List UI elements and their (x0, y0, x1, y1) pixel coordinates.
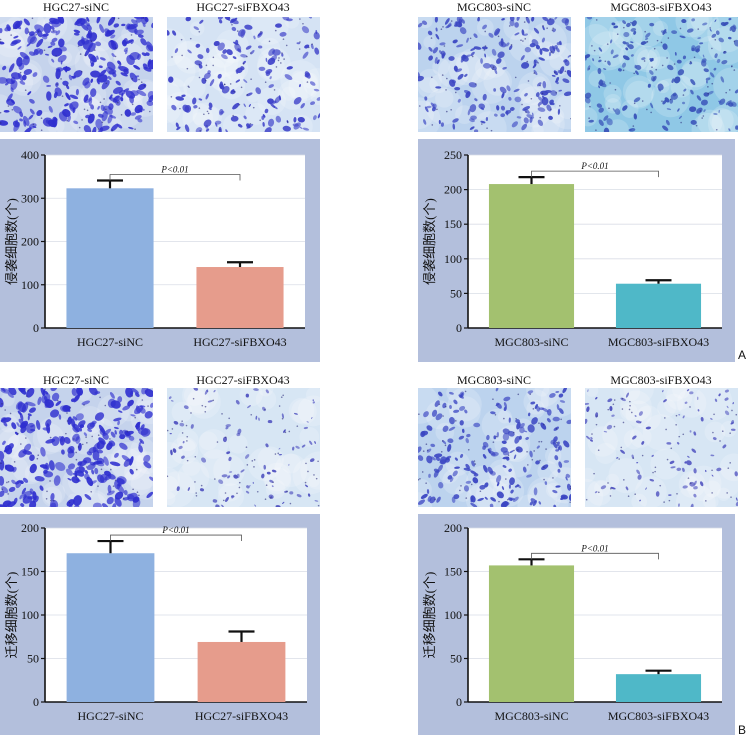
microscopy-image (0, 388, 153, 507)
y-tick-label: 250 (444, 148, 462, 162)
y-tick-label: 100 (444, 252, 462, 266)
y-tick-label: 100 (444, 608, 462, 622)
microscopy-image (585, 388, 738, 507)
y-tick-label: 0 (456, 695, 462, 709)
x-tick-label: HGC27-siNC (77, 709, 143, 723)
x-tick-label: HGC27-siFBXO43 (193, 335, 286, 349)
y-tick-label: 200 (444, 183, 462, 197)
y-axis-label: 侵袭细胞数(个) (422, 198, 437, 285)
bar (615, 674, 702, 702)
y-tick-label: 0 (33, 695, 39, 709)
chart-container: 0 100 200 300 400 侵袭细胞数(个) HGC27-siNC HGC27-siF… (0, 139, 320, 362)
panel-letter-a: A (738, 348, 747, 362)
y-tick-label: 100 (21, 278, 39, 292)
panel-letter-b: B (738, 723, 747, 737)
significance-bracket (531, 552, 659, 560)
bar (488, 184, 575, 328)
x-tick-label: MGC803-siNC (494, 709, 568, 723)
y-tick-label: 50 (450, 652, 462, 666)
microscopy-image (418, 17, 571, 132)
significance-label: P<0.01 (160, 165, 188, 175)
y-axis-label: 迁移细胞数(个) (4, 572, 19, 659)
microscopy-image (0, 17, 153, 132)
bar (66, 188, 154, 328)
y-tick-label: 200 (444, 521, 462, 535)
y-tick-label: 150 (444, 217, 462, 231)
y-axis-label: 侵袭细胞数(个) (4, 198, 19, 285)
y-tick-label: 0 (456, 321, 462, 335)
image-caption: HGC27-siNC (42, 373, 110, 387)
y-tick-label: 200 (21, 235, 39, 249)
bar-chart: 0 100 200 300 400 侵袭细胞数(个) HGC27-siNC HGC27-siF… (4, 148, 305, 349)
significance-bracket (109, 174, 241, 181)
significance-bracket (531, 170, 659, 178)
y-tick-label: 150 (21, 565, 39, 579)
x-tick-label: MGC803-siNC (494, 335, 568, 349)
bar (197, 641, 286, 702)
x-tick-label: MGC803-siFBXO43 (608, 335, 709, 349)
microscopy-image (418, 388, 571, 507)
significance-bracket (110, 534, 242, 542)
bar-chart: 0 50 100 150 200 迁移细胞数(个) MGC803-siNC MGC803-si… (422, 521, 722, 723)
image-caption: MGC803-siNC (456, 0, 532, 14)
y-tick-label: 0 (33, 321, 39, 335)
image-caption: MGC803-siFBXO43 (610, 373, 712, 387)
significance-label: P<0.01 (580, 543, 608, 553)
y-tick-label: 300 (21, 191, 39, 205)
bar (488, 565, 575, 702)
y-tick-label: 50 (450, 286, 462, 300)
image-caption: HGC27-siFBXO43 (196, 373, 290, 387)
y-tick-label: 150 (444, 565, 462, 579)
chart-container: 0 50 100 150 200 迁移细胞数(个) MGC803-siNC MGC803-si… (418, 514, 735, 735)
bar-chart: 0 50 100 150 200 迁移细胞数(个) HGC27-siNC HGC27-siFB… (4, 521, 307, 723)
microscopy-image (167, 17, 320, 132)
x-tick-label: HGC27-siFBXO43 (195, 709, 288, 723)
x-tick-label: HGC27-siNC (77, 335, 143, 349)
significance-label: P<0.01 (580, 161, 608, 171)
bar (615, 283, 702, 328)
microscopy-image (167, 388, 320, 507)
image-caption: MGC803-siFBXO43 (610, 0, 712, 14)
y-tick-label: 100 (21, 608, 39, 622)
chart-container: 0 50 100 150 200 迁移细胞数(个) HGC27-siNC HGC27-siFB… (0, 514, 320, 735)
y-tick-label: 400 (21, 148, 39, 162)
bar (196, 267, 284, 328)
bar (66, 553, 155, 702)
y-tick-label: 50 (27, 652, 39, 666)
chart-container: 0 50 100 150 200 250 侵袭细胞数(个) MGC803-siNC MGC803… (418, 139, 735, 362)
y-tick-label: 200 (21, 521, 39, 535)
image-caption: HGC27-siNC (42, 0, 110, 14)
image-caption: HGC27-siFBXO43 (196, 0, 290, 14)
image-caption: MGC803-siNC (456, 373, 532, 387)
x-tick-label: MGC803-siFBXO43 (608, 709, 709, 723)
microscopy-image (585, 17, 738, 132)
bar-chart: 0 50 100 150 200 250 侵袭细胞数(个) MGC803-siNC MGC803… (422, 148, 722, 349)
significance-label: P<0.01 (161, 525, 189, 535)
y-axis-label: 迁移细胞数(个) (422, 572, 437, 659)
